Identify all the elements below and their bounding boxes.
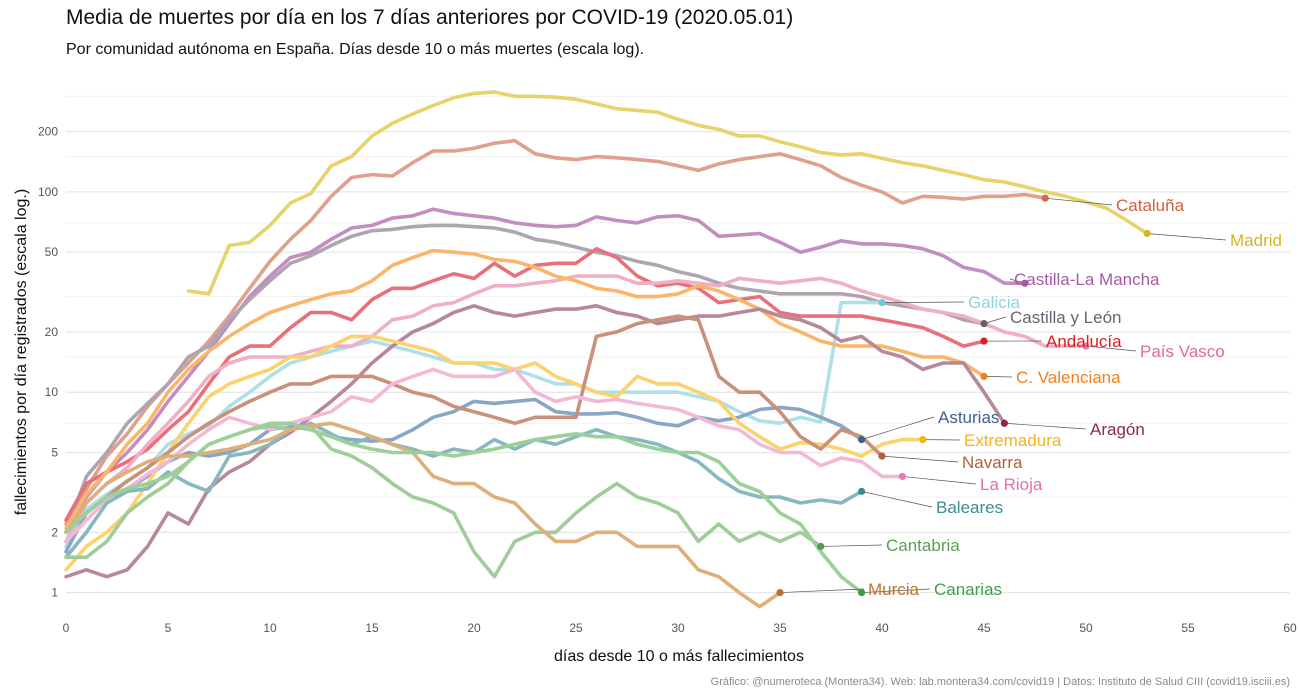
series-end-point — [1143, 229, 1151, 238]
series-end-point — [898, 472, 907, 481]
series-label: C. Valenciana — [1016, 368, 1121, 387]
x-tick-label: 5 — [165, 621, 172, 635]
y-axis-title: fallecimientos por día registrados (esca… — [13, 189, 30, 515]
series-label: La Rioja — [980, 475, 1043, 494]
series-line — [64, 248, 986, 530]
series-end-point — [858, 487, 866, 495]
x-axis-title: días desde 10 o más fallecimientos — [554, 648, 804, 665]
series-end-point — [858, 436, 866, 444]
series-line — [64, 304, 1007, 579]
x-tick-label: 15 — [365, 621, 379, 635]
series-label: Navarra — [962, 453, 1023, 472]
y-tick-label: 2 — [51, 525, 58, 539]
y-tick-label: 20 — [45, 325, 59, 339]
series-line — [64, 421, 864, 595]
chart-caption: Gráfico: @numeroteca (Montera34). Web: l… — [710, 676, 1290, 688]
label-leader-line — [861, 491, 933, 508]
y-tick-label: 1 — [51, 586, 58, 600]
chart-title: Media de muertes por día en los 7 días a… — [66, 6, 794, 29]
label-leader-line — [902, 476, 977, 485]
series-end-point — [858, 588, 866, 597]
series-label: Galicia — [968, 293, 1021, 312]
label-leader-line — [820, 544, 883, 547]
series-line — [64, 274, 1088, 544]
x-tick-label: 20 — [467, 621, 481, 635]
series-label: Cataluña — [1116, 196, 1185, 215]
series-line — [64, 223, 986, 535]
label-leader-line — [983, 316, 1007, 324]
x-tick-label: 55 — [1181, 621, 1195, 635]
label-leader-line — [861, 588, 931, 593]
label-leader-line — [1045, 197, 1113, 206]
series-line — [186, 90, 1149, 296]
series-end-point — [919, 436, 927, 444]
series-end-point — [1021, 279, 1029, 287]
label-leader-line — [779, 588, 865, 593]
series-label: Andalucía — [1046, 332, 1122, 351]
series-end-point — [878, 452, 886, 460]
series-label: Baleares — [936, 498, 1003, 517]
series-end-point — [1041, 194, 1049, 202]
y-tick-label: 50 — [45, 245, 59, 259]
series-end-point — [980, 320, 988, 328]
series-end-point — [1082, 342, 1090, 350]
series-end-point — [878, 299, 886, 307]
series-label: Castilla y León — [1010, 308, 1122, 327]
x-tick-label: 10 — [263, 621, 277, 635]
series-line — [64, 207, 1027, 535]
x-tick-label: 45 — [977, 621, 991, 635]
series-label: País Vasco — [1140, 342, 1225, 361]
series-end-point — [1000, 419, 1009, 427]
label-leader-lines — [779, 197, 1227, 593]
x-tick-label: 25 — [569, 621, 583, 635]
x-tick-label: 30 — [671, 621, 685, 635]
series-label: Madrid — [1230, 231, 1282, 250]
series-label: Cantabria — [886, 536, 960, 555]
y-tick-label: 5 — [51, 446, 58, 460]
series-lines — [64, 90, 1149, 609]
series-line — [64, 334, 925, 572]
x-tick-label: 35 — [773, 621, 787, 635]
x-tick-label: 50 — [1079, 621, 1093, 635]
label-leader-line — [881, 455, 959, 463]
series-label: Extremadura — [964, 431, 1062, 450]
x-tick-label: 0 — [63, 621, 70, 635]
y-tick-label: 10 — [45, 385, 59, 399]
series-end-points — [776, 194, 1151, 597]
x-tick-label: 60 — [1283, 621, 1297, 635]
y-tick-label: 100 — [38, 185, 58, 199]
y-tick-label: 200 — [38, 125, 58, 139]
x-axis-ticks: 0 5 10 15 20 25 30 35 40 45 50 55 60 — [63, 621, 1297, 635]
series-label: Asturias — [938, 408, 999, 427]
series-end-point — [980, 337, 988, 345]
x-tick-label: 40 — [875, 621, 889, 635]
chart-subtitle: Por comunidad autónoma en España. Días d… — [66, 41, 645, 58]
series-label: Aragón — [1090, 420, 1145, 439]
series-end-point — [776, 588, 784, 597]
y-axis-ticks: 1 2 5 10 20 50 100 200 — [38, 125, 58, 600]
label-leader-line — [1147, 233, 1227, 241]
label-leader-line — [861, 416, 935, 440]
label-leader-line — [983, 376, 1013, 378]
series-end-point — [980, 372, 988, 380]
series-label: Canarias — [934, 580, 1002, 599]
series-labels: Madrid Cataluña Castilla-La Mancha Castilla… — [868, 196, 1282, 599]
series-line — [64, 424, 823, 579]
series-line — [64, 421, 864, 560]
label-leader-line — [881, 301, 965, 303]
series-line — [64, 314, 884, 535]
series-line — [64, 421, 782, 609]
series-line — [64, 367, 905, 544]
label-leader-line — [1085, 345, 1137, 352]
series-label: Murcia — [868, 580, 920, 599]
series-end-point — [817, 542, 825, 551]
series-line — [64, 138, 1047, 526]
label-leader-line — [1004, 422, 1087, 430]
series-label: Castilla-La Mancha — [1014, 270, 1160, 289]
